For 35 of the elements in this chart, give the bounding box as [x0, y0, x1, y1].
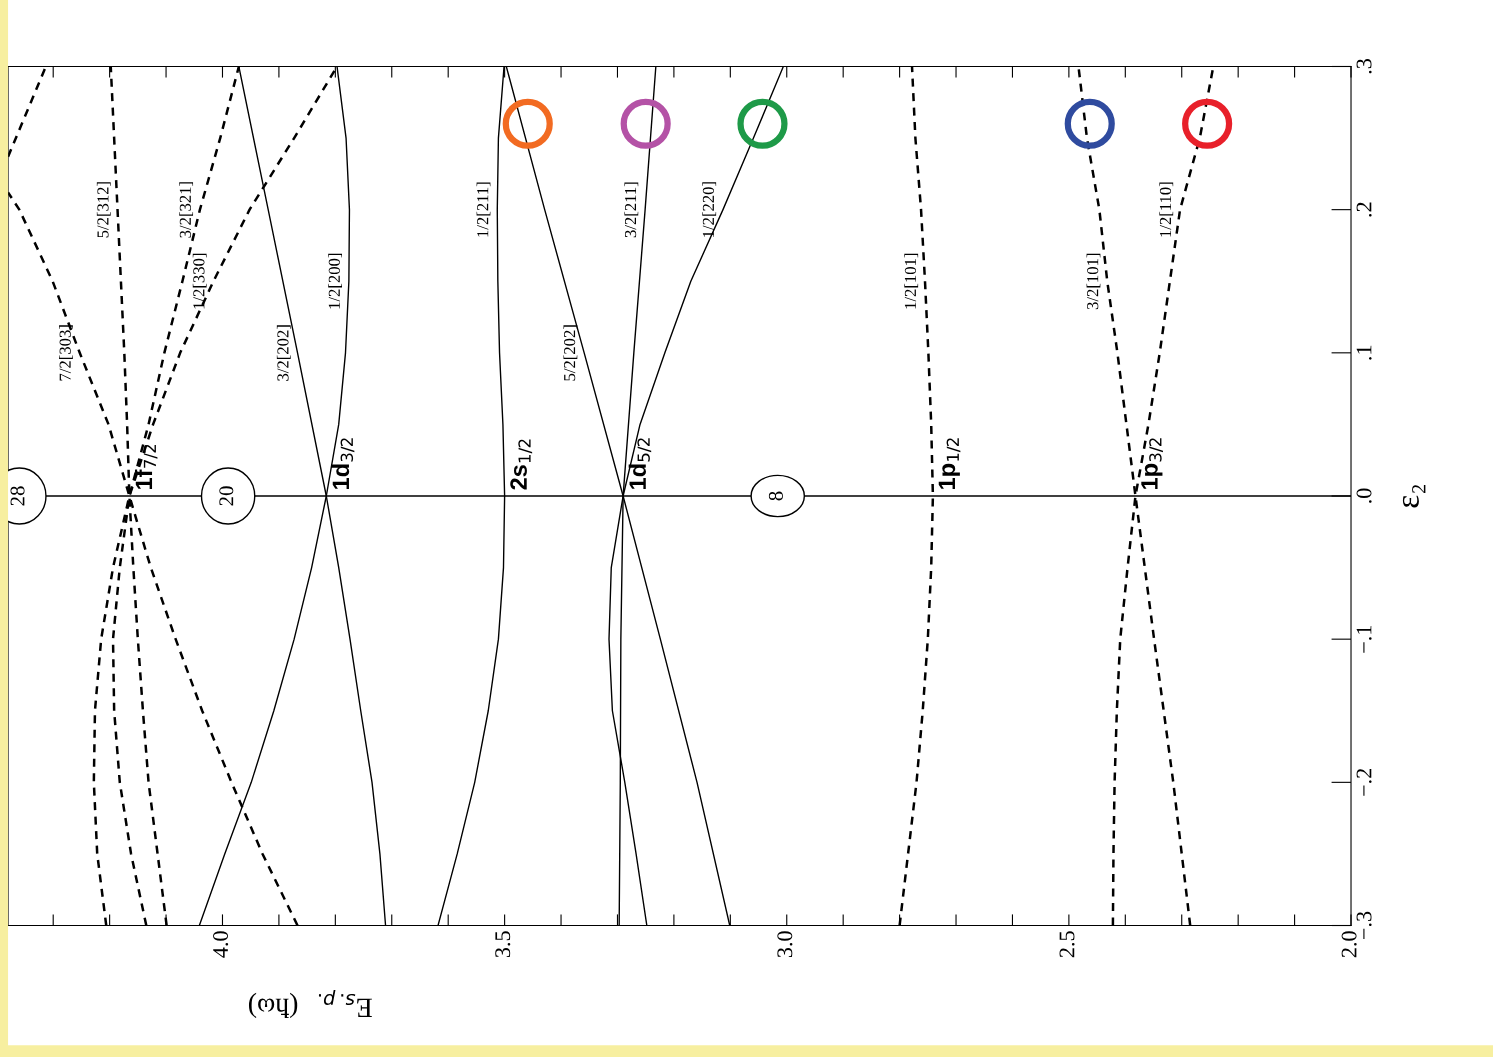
x-tick-label: 2.0: [1341, 931, 1357, 958]
annotation: 3/2[101]: [1086, 253, 1101, 310]
annotation: 1/2[330]: [192, 253, 207, 309]
y-tick-label: .3: [1356, 59, 1372, 74]
y-tick-label: .2: [1356, 202, 1372, 217]
annotation: 1p$_{1/2}$: [938, 438, 961, 489]
annotation: 2s$_{1/2}$: [510, 439, 533, 490]
annotation: 1p$_{3/2}$: [1141, 438, 1163, 489]
x-tick-label: 2.5: [1059, 931, 1075, 958]
x-tick-label: 3.0: [777, 931, 793, 958]
annotation: 1/2[110]: [1159, 182, 1174, 237]
annotation: 1/2[200]: [328, 253, 342, 309]
annotation: 1/2[220]: [702, 182, 717, 237]
annotation: 20: [219, 486, 234, 506]
annotation: 3/2[202]: [276, 325, 291, 381]
annotation: 5/2[312]: [96, 182, 111, 238]
y-tick-label: .1: [1356, 345, 1372, 360]
annotation: 3/2[211]: [624, 182, 639, 238]
annotation: 28: [10, 486, 25, 506]
annotation: 8: [768, 491, 783, 501]
x-tick-label: 3.5: [495, 931, 511, 958]
annotation: 7/2[303]: [59, 325, 73, 381]
annotation: 1/2[101]: [904, 253, 919, 309]
annotation: 1d$_{3/2}$: [331, 438, 355, 489]
y-tick-label: −.2: [1356, 768, 1372, 796]
annotation: 5/2[202]: [563, 325, 578, 381]
annotation: 1/2[211]: [476, 182, 491, 237]
annotation: 3/2[321]: [179, 182, 194, 238]
y-tick-label: −.1: [1356, 625, 1372, 653]
annotation: 1d$_{5/2}$: [628, 438, 652, 489]
x-tick-label: 4.0: [213, 931, 229, 958]
y-axis-title: ε₂: [1402, 485, 1426, 508]
y-tick-label: −.3: [1356, 911, 1372, 939]
x-axis-title: E$_{s.p.}$ (ħω): [248, 990, 372, 1018]
y-tick-label: .0: [1356, 488, 1372, 503]
